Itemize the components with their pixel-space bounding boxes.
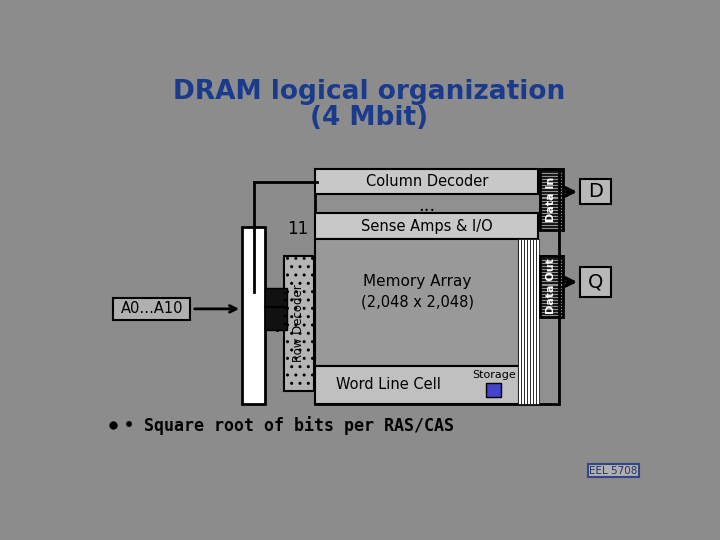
Text: EEL 5708: EEL 5708 [589,465,638,476]
Bar [588,464,639,477]
Bar [521,239,523,403]
Bar [518,239,521,403]
Bar [315,168,539,194]
Bar [540,256,563,318]
Text: Memory Array: Memory Array [363,274,472,289]
Text: Data In: Data In [546,177,557,222]
Bar [580,179,611,204]
Bar [523,239,527,403]
Bar [284,256,314,390]
Text: (2,048 x 2,048): (2,048 x 2,048) [361,294,474,309]
Text: Storage: Storage [472,370,516,380]
Text: Q: Q [588,273,603,292]
Text: D: D [588,182,603,201]
Text: (4 Mbit): (4 Mbit) [310,105,428,131]
Bar [527,239,530,403]
Bar [315,168,559,403]
Text: ...: ... [418,197,436,215]
Text: 11: 11 [287,220,309,238]
Bar [315,213,539,239]
Text: Row Decoder: Row Decoder [292,284,305,362]
Text: DRAM logical organization: DRAM logical organization [173,79,565,105]
Bar [540,168,563,231]
Bar [533,239,536,403]
Bar [113,298,190,320]
Text: • Square root of bits per RAS/CAS: • Square root of bits per RAS/CAS [124,416,454,435]
Bar [530,239,533,403]
Bar [580,267,611,298]
Text: Sense Amps & I/O: Sense Amps & I/O [361,219,492,234]
Bar [486,383,501,397]
Text: Word Line Cell: Word Line Cell [336,377,441,392]
Bar [315,366,519,403]
Bar [265,288,287,330]
Text: A0…A10: A0…A10 [121,301,183,316]
Bar [315,239,519,366]
Text: Column Decoder: Column Decoder [366,174,488,189]
Bar [242,226,265,403]
Bar [536,239,539,403]
Text: Data Out: Data Out [546,259,557,314]
